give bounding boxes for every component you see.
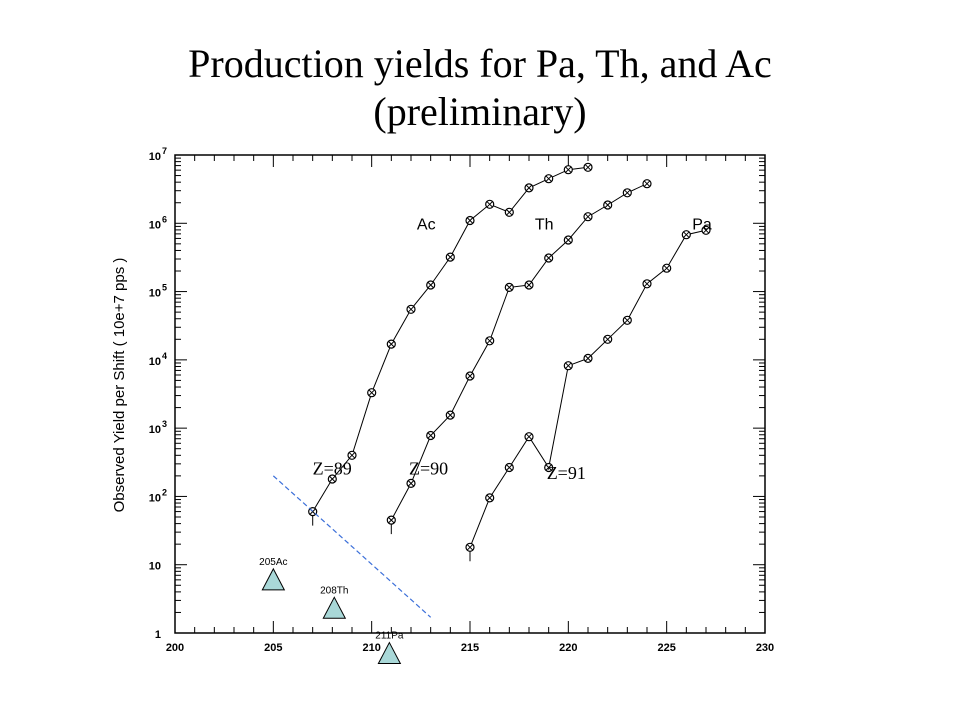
marker-label: 211Pa: [375, 631, 404, 642]
y-tick-exponent: 4: [162, 351, 167, 361]
y-tick-label: 10: [149, 288, 161, 300]
data-point-pa: [642, 279, 652, 289]
y-tick-label: 10: [149, 356, 161, 368]
y-tick-label: 10: [149, 492, 161, 504]
x-tick-label: 230: [756, 642, 774, 654]
marker-triangle: [377, 641, 402, 665]
data-point-th: [445, 410, 455, 420]
data-point-pa: [524, 432, 534, 442]
data-point-ac: [485, 199, 495, 209]
marker-triangle: [322, 596, 347, 619]
x-tick-label: 210: [362, 642, 380, 654]
z-label: Z=89: [313, 458, 352, 478]
data-point-th: [603, 200, 613, 210]
data-point-ac: [308, 507, 318, 526]
data-point-ac: [327, 474, 337, 484]
data-point-pa: [583, 353, 593, 363]
y-axis-label: Observed Yield per Shift ( 10e+7 pps ): [111, 258, 128, 513]
data-point-pa: [544, 462, 554, 473]
data-point-th: [426, 430, 436, 441]
x-tick-label: 200: [166, 642, 184, 654]
y-tick-exponent: 7: [162, 146, 167, 156]
data-point-th: [544, 253, 554, 263]
limit-line: [272, 475, 432, 618]
data-point-ac: [386, 339, 396, 349]
marker-label: 205Ac: [259, 557, 287, 568]
marker-triangle: [261, 567, 286, 591]
data-point-pa: [662, 263, 672, 273]
data-point-pa: [681, 230, 691, 240]
y-tick-label: 1: [155, 629, 161, 641]
x-tick-label: 220: [559, 642, 577, 654]
data-point-ac: [426, 280, 436, 290]
data-point-ac: [524, 183, 534, 193]
data-point-ac: [465, 215, 475, 226]
series-label: Th: [535, 216, 554, 233]
data-point-th: [485, 336, 495, 346]
y-tick-exponent: 5: [162, 283, 167, 293]
data-point-pa: [622, 315, 632, 325]
data-point-ac: [563, 165, 573, 175]
y-tick-exponent: 2: [162, 487, 167, 497]
y-tick-label: 10: [149, 219, 161, 231]
x-tick-label: 205: [264, 642, 282, 654]
x-tick-label: 225: [657, 642, 675, 654]
data-point-pa: [485, 493, 495, 503]
data-point-ac: [504, 207, 514, 217]
y-tick-label: 10: [149, 151, 161, 163]
y-tick-label: 10: [149, 424, 161, 436]
data-point-th: [465, 371, 475, 381]
data-point-th: [386, 515, 396, 535]
data-point-pa: [465, 542, 475, 562]
data-point-th: [406, 478, 416, 488]
title-line-2: (preliminary): [373, 89, 587, 134]
data-point-ac: [406, 304, 416, 314]
title-line-1: Production yields for Pa, Th, and Ac: [188, 41, 772, 86]
data-point-ac: [544, 174, 554, 184]
data-point-ac: [445, 252, 455, 262]
y-tick-label: 10: [149, 561, 161, 573]
data-point-pa: [701, 225, 711, 235]
data-point-ac: [583, 162, 593, 172]
y-tick-exponent: 6: [162, 214, 167, 224]
x-tick-label: 215: [461, 642, 479, 654]
data-point-th: [622, 188, 632, 198]
data-point-th: [524, 280, 534, 290]
series-label: Ac: [417, 216, 436, 233]
series-line-pa: [469, 229, 707, 548]
data-point-pa: [563, 361, 573, 371]
data-point-th: [563, 235, 573, 245]
y-tick-exponent: 3: [162, 419, 167, 429]
z-label: Z=91: [547, 463, 586, 483]
data-point-th: [583, 212, 593, 222]
data-point-pa: [603, 334, 613, 344]
marker-label: 208Th: [320, 585, 348, 596]
slide-title: Production yields for Pa, Th, and Ac (pr…: [0, 40, 960, 136]
z-label: Z=90: [409, 458, 448, 478]
series-label: Pa: [692, 216, 712, 233]
data-point-th: [504, 282, 514, 292]
data-point-ac: [367, 388, 377, 398]
data-point-th: [642, 179, 652, 189]
data-point-pa: [504, 462, 514, 473]
data-point-ac: [347, 450, 357, 460]
